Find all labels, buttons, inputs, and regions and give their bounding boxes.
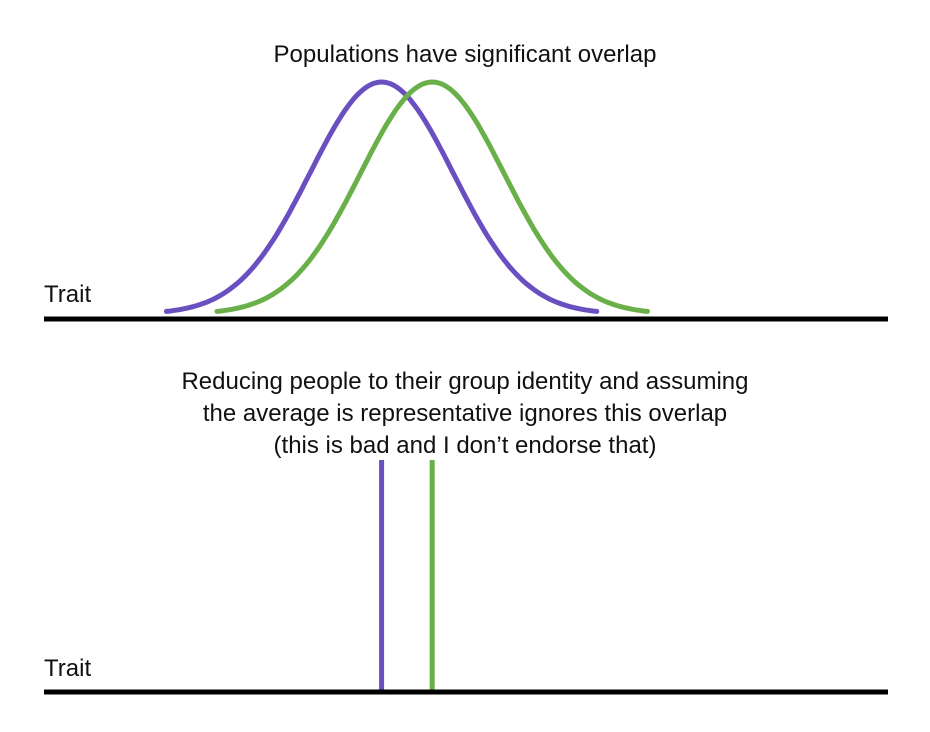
top-panel: Populations have significant overlap Tra… (44, 41, 888, 322)
bottom-panel: Reducing people to their group identity … (44, 368, 888, 695)
distribution-curve-group-a (163, 79, 600, 314)
distribution-curve-group-b (214, 79, 650, 314)
caption-line-2: the average is representative ignores th… (203, 400, 727, 427)
top-axis-label: Trait (44, 281, 91, 308)
top-title: Populations have significant overlap (274, 41, 657, 68)
caption-line-3: (this is bad and I don’t endorse that) (274, 432, 657, 459)
caption-line-1: Reducing people to their group identity … (181, 368, 748, 395)
bottom-axis-label: Trait (44, 655, 91, 682)
